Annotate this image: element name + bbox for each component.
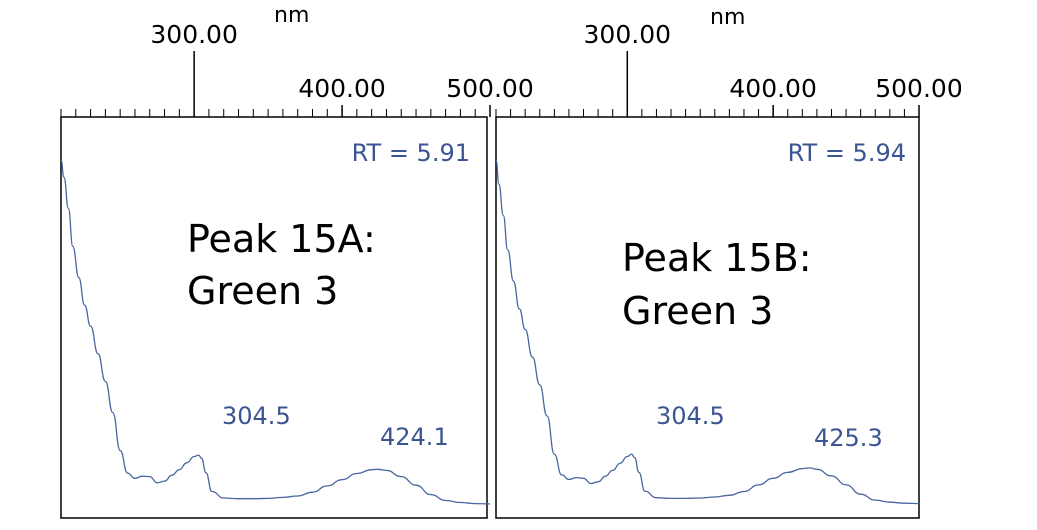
peak-title-line: Green 3 [622,289,773,333]
x-tick-label: 500.00 [446,74,533,103]
peak-title-line: Peak 15A: [187,217,376,261]
x-tick-label: 400.00 [298,74,385,103]
peak-title-line: Green 3 [187,269,338,313]
peak-wavelength-label: 425.3 [814,424,883,452]
spectrum-line [60,159,491,505]
x-unit-label: nm [710,5,745,30]
x-tick-label: 300.00 [584,20,671,49]
spectrum-panel-1: 300.00 400.00 500.00 nm RT = 5.91 Peak 15A: Gr… [60,3,534,519]
peak-wavelength-label: 424.1 [380,423,449,451]
x-tick-label: 300.00 [150,20,237,49]
peak-wavelength-label: 304.5 [222,402,291,430]
spectrum-panel-2: 300.00 400.00 500.00 nm RT = 5.94 Peak 15B: Gr… [495,5,963,519]
retention-time-label: RT = 5.94 [788,139,906,167]
retention-time-label: RT = 5.91 [352,139,470,167]
peak-title-line: Peak 15B: [622,236,812,280]
x-tick-label: 400.00 [729,74,816,103]
plot-frame [495,116,920,519]
peak-wavelength-label: 304.5 [656,402,725,430]
x-tick-label: 500.00 [875,74,962,103]
x-unit-label: nm [274,3,309,28]
spectrum-line [495,159,920,505]
plot-frame [60,116,488,519]
